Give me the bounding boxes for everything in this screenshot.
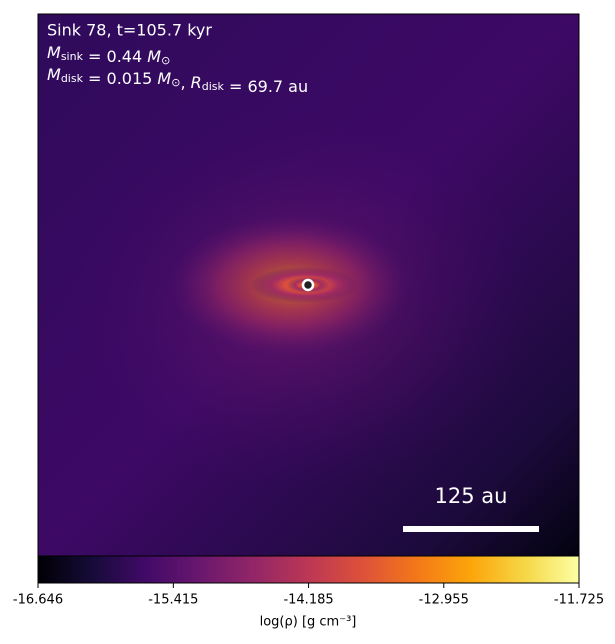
annotation-part: M [47,43,61,62]
tick-label: -12.955 [419,593,469,608]
subscript: disk [202,80,225,93]
annotation: Mdisk = 0.015 M⊙, Rdisk = 69.7 au [47,65,308,96]
annotation-part: M [147,47,161,66]
scale-label: 125 au [435,484,508,508]
scale-bar [403,526,539,532]
annotation-part: M [47,65,61,84]
subscript: ⊙ [161,54,170,67]
annotation-part: = 69.7 au [224,77,308,96]
subscript: sink [61,50,84,63]
annotation-part: = 0.015 [83,69,157,88]
subscript: disk [61,72,84,85]
annotation-part: , [180,73,190,92]
tick-label: -11.725 [554,593,604,608]
annotation: Sink 78, t=105.7 kyr [47,21,212,40]
colorbar-label: log(ρ) [g cm⁻³] [260,615,357,630]
annotation-part: M [157,69,171,88]
subscript: ⊙ [171,76,180,89]
annotation: Msink = 0.44 M⊙ [47,43,170,68]
annotation-part: = 0.44 [83,47,147,66]
density-map [38,14,579,556]
annotation-part: R [191,73,202,92]
colorbar [37,555,580,584]
tick-label: -14.185 [283,593,333,608]
sink-marker [301,278,315,292]
tick-label: -16.646 [13,593,63,608]
tick-label: -15.415 [148,593,198,608]
